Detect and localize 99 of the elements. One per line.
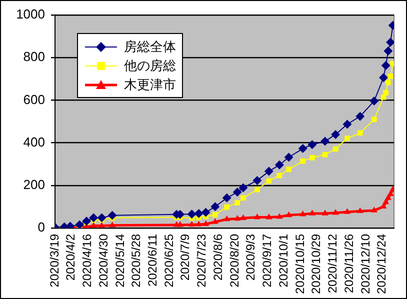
point [380,202,387,209]
point [222,193,232,202]
point [344,208,351,214]
x-tick-label: 2020/10/15 [292,234,307,294]
x-tick-label: 2020/4/30 [96,234,110,288]
point [195,220,202,226]
x-tick-label: 2020/11/12 [326,234,340,294]
x-tick-label: 2020/6/11 [146,234,160,286]
x-tick-label: 2020/10/1 [276,234,290,288]
x-tick-label: 2020/12/10 [358,234,372,294]
point [384,46,393,56]
point [187,210,196,219]
point [212,218,218,224]
point [108,222,116,228]
point [108,210,117,220]
point [370,206,378,212]
point [331,130,340,139]
point [342,120,352,129]
point [240,214,246,220]
x-tick-label: 2020/6/25 [162,234,176,288]
point [202,220,210,226]
point [370,96,379,106]
x-tick-label: 2020/12/24 [374,234,389,294]
point [387,190,394,196]
point [386,38,394,47]
point [238,183,248,192]
point [176,221,184,227]
x-tick-label: 2020/7/23 [194,234,209,288]
point [264,166,274,176]
x-tick-label: 2020/5/28 [129,234,144,288]
point [357,130,363,136]
x-tick-label: 2020/3/19 [47,234,62,288]
point [224,215,230,222]
y-tick-label: 400 [23,134,45,150]
point [276,213,283,219]
point [344,136,350,141]
point [240,195,246,201]
point [266,178,272,184]
point [309,154,315,160]
point [232,188,242,197]
x-tick-label: 2020/10/29 [309,234,324,294]
point [308,140,317,150]
point [212,212,218,218]
point [382,198,390,204]
legend-label: 木更津市 [124,76,176,94]
point [371,116,377,122]
point [188,220,196,227]
point [381,60,390,70]
point [75,220,84,228]
point [388,74,394,80]
point [89,213,98,222]
point [356,207,364,214]
point [224,204,230,210]
point [201,208,210,217]
point [300,210,306,216]
x-tick-label: 2020/8/20 [227,234,242,288]
point [286,166,292,172]
point [322,152,328,158]
point [286,211,292,218]
y-tick-label: 1000 [16,6,45,22]
point [266,213,272,220]
x-tick-label: 2020/8/6 [210,234,225,281]
y-tick-label: 800 [23,49,45,64]
point [320,136,330,146]
point [385,80,391,86]
point [252,176,262,185]
point [384,194,392,200]
x-tick-label: 2020/9/17 [260,234,274,288]
point [254,213,261,220]
point [383,90,389,96]
legend-label: 他の房総 [124,57,176,75]
point [300,158,306,164]
x-tick-label: 2020/4/16 [80,234,94,288]
y-tick-label: 600 [23,92,45,107]
point [332,209,339,215]
point [284,152,294,162]
point [298,144,308,154]
point [356,112,365,121]
x-tick-label: 2020/7/9 [178,234,192,281]
x-tick-label: 2020/11/26 [342,234,356,294]
point [90,222,97,228]
point [97,213,106,222]
point [210,202,220,212]
x-tick-label: 2020/5/14 [112,234,127,288]
point [322,210,328,216]
point [98,222,106,228]
x-tick-label: 2020/9/3 [244,234,258,281]
y-tick-label: 200 [23,176,45,192]
y-tick-label: 0 [38,220,45,235]
point [82,216,92,226]
point [234,214,241,221]
point [234,200,240,206]
legend-label: 房総全体 [124,38,176,56]
point [194,208,204,218]
point [308,210,316,216]
point [254,186,260,192]
point [274,160,284,170]
x-tick-label: 2020/4/2 [64,234,78,281]
point [378,73,388,82]
